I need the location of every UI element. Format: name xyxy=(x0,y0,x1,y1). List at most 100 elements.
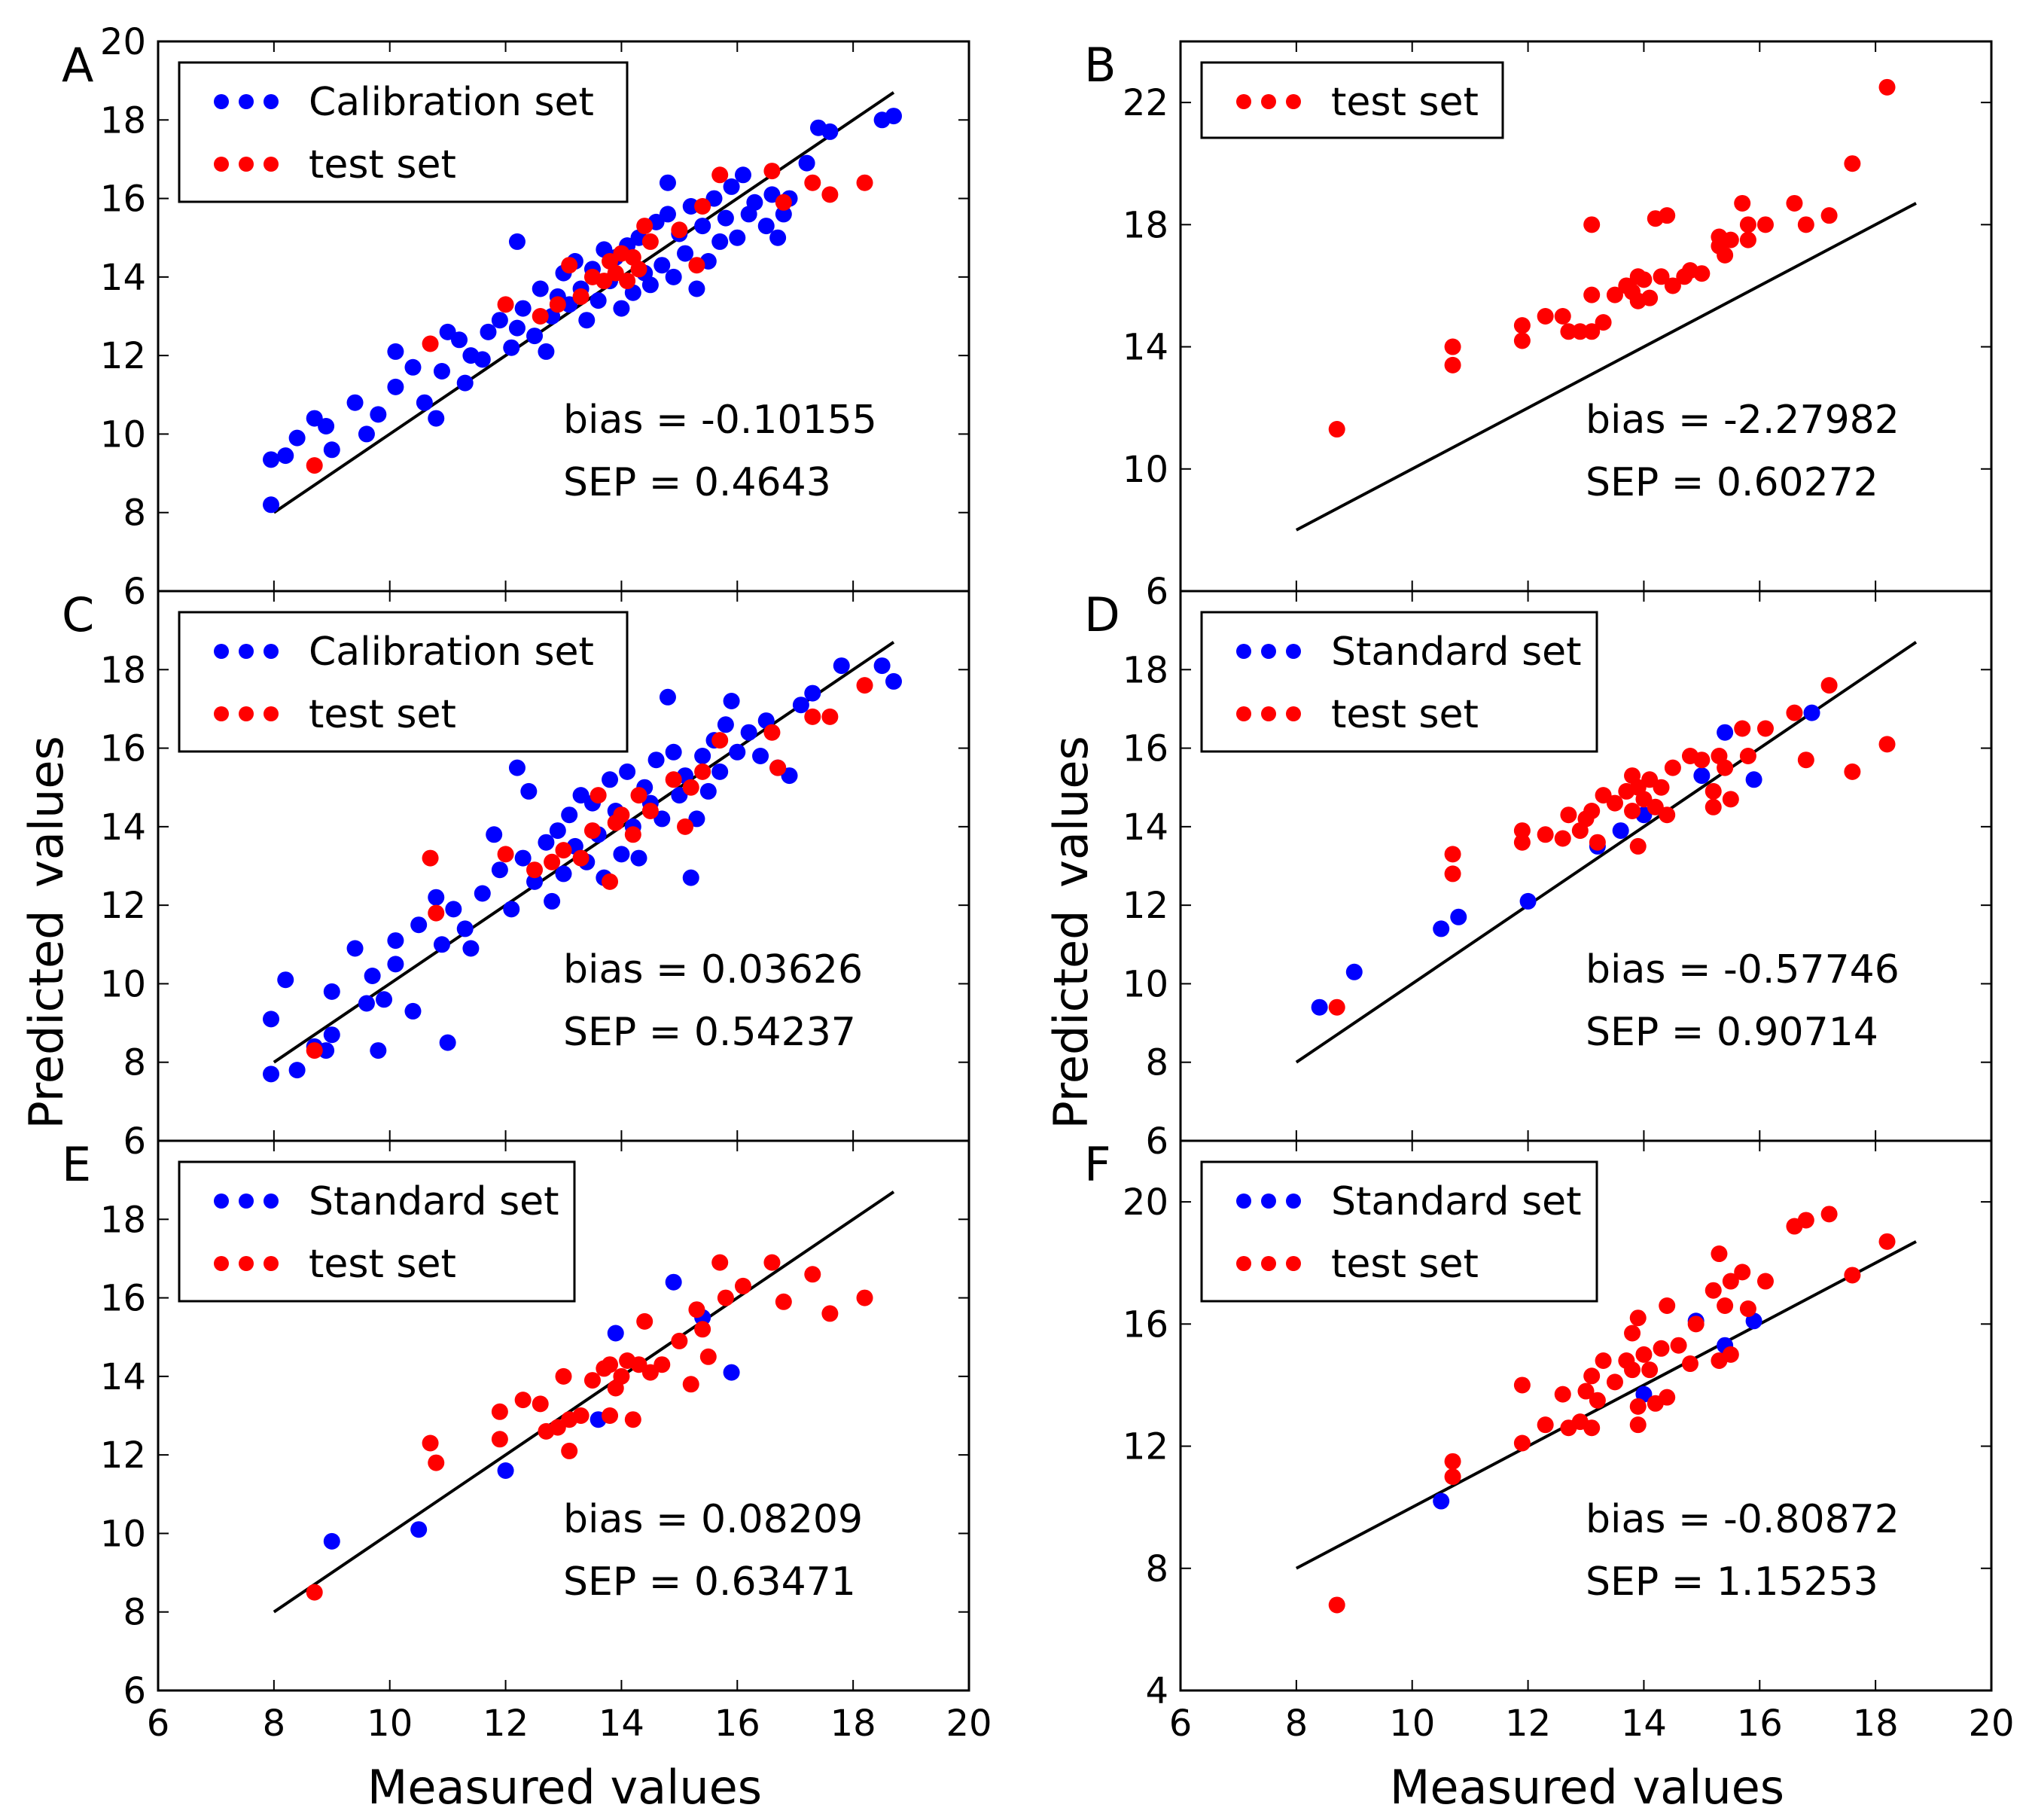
panel-a-point-calibration-set xyxy=(723,178,740,195)
panel-d-point-test-set xyxy=(1647,798,1664,815)
panel-e-xtick-label: 8 xyxy=(263,1703,286,1745)
panel-a-point-calibration-set xyxy=(508,319,526,337)
panel-c-point-test-set xyxy=(555,842,572,859)
panel-c-point-test-set xyxy=(583,822,601,840)
panel-a-point-calibration-set xyxy=(416,394,433,411)
panel-e-point-test-set xyxy=(555,1367,572,1385)
panel-d-point-test-set xyxy=(1635,791,1653,808)
y-axis-title-left: Predicted values xyxy=(19,736,74,1129)
panel-a-point-calibration-set xyxy=(538,343,555,360)
panel-c-point-calibration-set xyxy=(699,782,717,800)
panel-c-point-calibration-set xyxy=(694,748,711,764)
panel-a-point-calibration-set xyxy=(590,292,607,309)
panel-a-point-test-set xyxy=(711,166,729,184)
panel-a-ytick-label: 8 xyxy=(123,492,146,535)
panel-c-point-calibration-set xyxy=(445,901,462,918)
panel-c-point-calibration-set xyxy=(723,693,740,709)
panel-b-point-test-set xyxy=(1641,289,1659,306)
panel-f-point-test-set xyxy=(1797,1212,1814,1229)
panel-d-bias-text: bias = -0.57746 xyxy=(1586,947,1900,992)
panel-a-point-test-set xyxy=(549,296,566,313)
panel-a-point-calibration-set xyxy=(729,229,746,246)
panel-c-point-test-set xyxy=(544,853,561,870)
panel-a-point-calibration-set xyxy=(451,331,468,349)
panel-b-point-test-set xyxy=(1722,231,1739,248)
panel-c-point-calibration-set xyxy=(619,763,636,780)
panel-c-point-calibration-set xyxy=(659,688,676,706)
panel-d-point-standard-set xyxy=(1612,822,1629,840)
panel-b-point-test-set xyxy=(1797,216,1814,233)
panel-b-point-test-set xyxy=(1820,207,1838,224)
panel-c-point-test-set xyxy=(694,763,711,780)
panel-b-point-test-set xyxy=(1653,268,1670,285)
panel-e-point-test-set xyxy=(532,1395,549,1413)
panel-b-point-test-set xyxy=(1583,323,1601,340)
panel-d-point-test-set xyxy=(1844,763,1861,780)
panel-a-point-calibration-set xyxy=(885,108,902,125)
panel-f-xtick-label: 12 xyxy=(1505,1703,1551,1745)
panel-c-point-calibration-set xyxy=(740,724,757,741)
panel-c-point-calibration-set xyxy=(792,697,809,714)
panel-a-point-test-set xyxy=(763,163,781,180)
panel-c-point-test-set xyxy=(821,708,839,725)
panel-e-xtick-label: 18 xyxy=(830,1703,876,1745)
panel-a-point-calibration-set xyxy=(688,280,705,297)
panel-c-point-calibration-set xyxy=(346,940,364,957)
panel-c-point-calibration-set xyxy=(358,995,375,1012)
panel-f-point-test-set xyxy=(1513,1376,1531,1394)
panel-f-point-test-set xyxy=(1681,1355,1698,1373)
panel-c-point-calibration-set xyxy=(555,865,572,883)
panel-b-point-test-set xyxy=(1734,194,1751,212)
panel-a-point-calibration-set xyxy=(288,429,306,447)
panel-f-point-test-set xyxy=(1629,1309,1647,1327)
panel-e-xtick-label: 6 xyxy=(147,1703,170,1745)
panel-e-point-test-set xyxy=(856,1289,873,1306)
panel-f-point-test-set xyxy=(1820,1206,1838,1223)
panel-a-bias-text: bias = -0.10155 xyxy=(563,398,877,443)
panel-f-point-test-set xyxy=(1606,1373,1623,1391)
legend-marker-standard-set xyxy=(1261,644,1276,659)
panel-c-point-calibration-set xyxy=(376,991,393,1008)
panel-b-point-test-set xyxy=(1717,246,1734,264)
panel-d-ytick-label: 8 xyxy=(1145,1042,1168,1084)
panel-a-point-calibration-set xyxy=(682,198,699,215)
panel-c-point-calibration-set xyxy=(404,1002,422,1020)
panel-b-fit-line xyxy=(1295,202,1917,532)
y-axis-title-right-values: values xyxy=(1043,736,1098,888)
panel-b-point-test-set xyxy=(1693,265,1711,282)
panel-c-point-test-set xyxy=(711,732,729,749)
panel-e-point-test-set xyxy=(624,1411,641,1428)
panel-c-point-calibration-set xyxy=(665,743,682,761)
panel-d-point-standard-set xyxy=(1450,908,1467,925)
panel-c-point-calibration-set xyxy=(491,861,508,879)
panel-d-point-test-set xyxy=(1797,751,1814,769)
legend-marker-test-set xyxy=(264,1256,279,1271)
panel-c-point-calibration-set xyxy=(711,763,729,780)
panel-a-point-calibration-set xyxy=(263,496,280,514)
panel-c-point-calibration-set xyxy=(410,916,428,934)
panel-c-point-test-set xyxy=(602,873,619,890)
panel-a-point-calibration-set xyxy=(387,343,404,360)
panel-a-point-test-set xyxy=(804,174,821,191)
panel-a: 6 8 10 12 14 16 18 20 Calibration set test set bia… xyxy=(62,21,970,613)
panel-e-point-test-set xyxy=(572,1407,590,1424)
panel-c-point-calibration-set xyxy=(885,672,902,690)
panel-c-point-calibration-set xyxy=(503,901,520,918)
panel-c-point-test-set xyxy=(422,849,439,867)
panel-a-ytick-label: 10 xyxy=(100,413,146,456)
panel-a-point-test-set xyxy=(671,221,688,239)
panel-f-point-test-set xyxy=(1756,1273,1774,1290)
panel-b-ytick-label: 14 xyxy=(1123,327,1168,369)
panel-f-xtick-label: 16 xyxy=(1737,1703,1783,1745)
panel-e-point-test-set xyxy=(306,1584,323,1601)
legend-marker-test-set xyxy=(264,157,279,172)
panel-f-point-test-set xyxy=(1595,1352,1612,1369)
panel-d-point-test-set xyxy=(1513,834,1531,851)
panel-e-point-test-set xyxy=(491,1403,508,1420)
panel-b-ytick-label: 10 xyxy=(1123,449,1168,491)
panel-c-point-calibration-set xyxy=(873,657,891,675)
panel-a-point-test-set xyxy=(641,233,659,250)
legend-marker-test-set xyxy=(1236,94,1251,109)
panel-e-point-test-set xyxy=(583,1372,601,1389)
panel-a-point-calibration-set xyxy=(433,363,450,380)
